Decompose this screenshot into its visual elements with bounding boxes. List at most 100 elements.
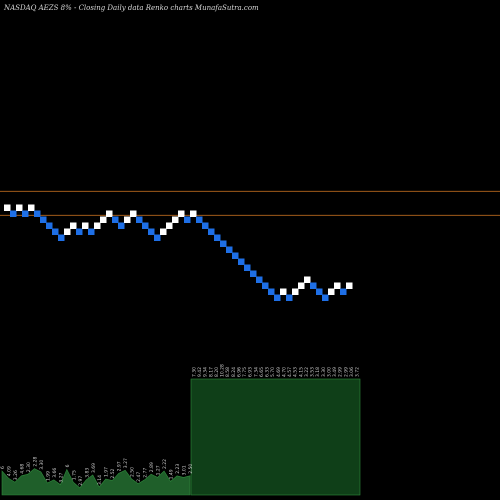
brick-57-down [340,288,347,295]
brick-26-down [154,234,161,241]
volume-label-left: 2.97 [117,461,123,471]
brick-42-down [250,270,257,277]
brick-18-up [106,210,113,217]
volume-label-right: 7.75 [242,367,248,377]
brick-56-up [334,282,341,289]
volume-label-left: 2.47 [136,472,142,482]
volume-label-right: 3.06 [349,367,355,377]
brick-50-up [298,282,305,289]
volume-label-right: 2.99 [343,367,349,377]
brick-2-down [10,210,17,217]
brick-30-up [178,210,185,217]
volume-label-right: 8.24 [231,367,237,377]
volume-label-left: 3.14 [97,475,103,485]
brick-37-down [220,240,227,247]
brick-3-up [16,204,23,211]
brick-9-down [52,228,59,235]
volume-label-right: 3.49 [332,367,338,377]
volume-label-left: 2.52 [110,468,116,478]
volume-label-left: 3.26 [13,470,19,480]
brick-12-up [70,222,77,229]
volume-area-left [1,468,191,496]
brick-29-up [172,216,179,223]
brick-45-down [268,288,275,295]
reference-lines [0,190,500,216]
volume-label-left: 1.99 [45,471,51,481]
volume-label-left: 3.01 [182,465,188,475]
brick-51-up [304,276,311,283]
brick-15-down [88,228,95,235]
brick-28-up [166,222,173,229]
brick-4-down [22,210,29,217]
volume-label-left: 3.27 [123,458,129,468]
volume-label-left: 6 [0,466,6,469]
volume-label-right: 10.28 [220,364,226,377]
brick-58-up [346,282,353,289]
brick-22-up [130,210,137,217]
volume-label-left: 2.89 [149,462,155,472]
brick-32-up [190,210,197,217]
volume-label-left: 2.50 [130,467,136,477]
brick-24-down [142,222,149,229]
volume-label-left: 2.22 [162,459,168,469]
volume-label-right: 3.53 [310,367,316,377]
brick-31-down [184,216,191,223]
volume-label-left: 2.77 [143,468,149,478]
volume-label-right: 8.17 [208,367,214,377]
brick-7-down [40,216,47,223]
volume-label-left: 2.50 [188,464,194,474]
brick-33-down [196,216,203,223]
brick-52-down [310,282,317,289]
brick-10-down [58,234,65,241]
volume-label-left: 3.83 [84,468,90,478]
volume-label-left: 3.69 [91,463,97,473]
volume-label-right: 4.70 [281,367,287,377]
volume-label-left: 3.66 [52,468,58,478]
renko-bricks [4,204,353,301]
brick-34-down [202,222,209,229]
volume-label-right: 6.33 [265,367,271,377]
brick-44-down [262,282,269,289]
volume-panel: 6 4.09 3.264.68 2.302.28 3.301.99 3.66 3.2761.… [0,364,361,496]
volume-area-right [190,378,361,496]
brick-46-down [274,294,281,301]
brick-47-up [280,288,287,295]
volume-label-right: 9.42 [197,367,203,377]
brick-17-up [100,216,107,223]
volume-label-left: 2.30 [26,462,32,472]
volume-label-right: 3.30 [321,367,327,377]
volume-label-right: 4.57 [287,367,293,377]
brick-55-up [328,288,335,295]
volume-label-right: 7.30 [192,367,198,377]
volume-label-left: 1.75 [71,470,77,480]
brick-23-down [136,216,143,223]
volume-label-right: 9.34 [203,367,209,377]
volume-label-right: 4.53 [293,367,299,377]
volume-label-left: 2.97 [78,476,84,486]
volume-label-left: 2.23 [175,464,181,474]
brick-14-up [82,222,89,229]
volume-label-right: 7.34 [253,367,259,377]
volume-label-right: 3.00 [326,367,332,377]
volume-label-right: 8.58 [225,367,231,377]
brick-35-down [208,228,215,235]
volume-label-left: 4.09 [6,466,12,476]
volume-label-left: 4.68 [19,464,25,474]
brick-19-down [112,216,119,223]
volume-label-right: 3.22 [304,367,310,377]
brick-21-up [124,216,131,223]
volume-label-right: 2.99 [338,367,344,377]
brick-6-down [34,210,41,217]
volume-label-right: 8.20 [214,367,220,377]
brick-49-up [292,288,299,295]
brick-25-down [148,228,155,235]
brick-8-down [46,222,53,229]
volume-label-left: 1.49 [169,469,175,479]
volume-label-left: 2.28 [32,456,38,466]
volume-label-left: 1.27 [156,465,162,475]
volume-label-left: 3.30 [39,460,45,470]
brick-11-up [64,228,71,235]
volume-label-right: 6.65 [259,367,265,377]
volume-label-right: 3.18 [315,367,321,377]
